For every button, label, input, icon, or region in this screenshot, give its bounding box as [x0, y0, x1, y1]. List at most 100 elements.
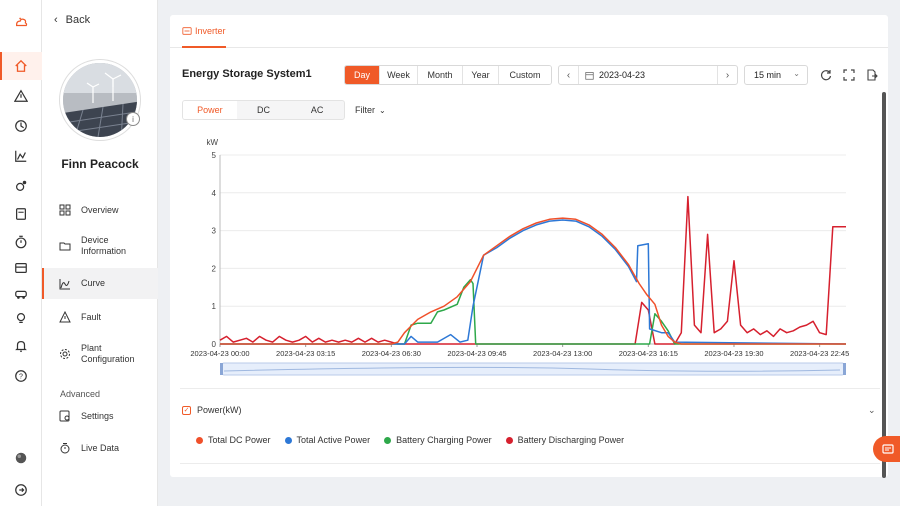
- brand-logo-icon: [0, 8, 42, 36]
- menu-item-live-data[interactable]: Live Data: [42, 438, 158, 458]
- back-button[interactable]: ‹ Back: [54, 14, 90, 26]
- icon-rail: ?: [0, 0, 42, 506]
- previous-date-button[interactable]: ‹: [559, 66, 579, 84]
- legend-marker: [196, 436, 203, 444]
- y-tick-label: 5: [212, 151, 217, 160]
- side-panel: ‹ Back i Finn Peacock Overview Device In…: [42, 0, 158, 506]
- y-tick-label: 4: [212, 189, 217, 198]
- menu-label: Plant Configuration: [81, 343, 135, 364]
- period-week-button[interactable]: Week: [380, 66, 418, 84]
- tab-inverter[interactable]: Inverter: [182, 15, 226, 48]
- timer-icon: [58, 441, 72, 455]
- x-tick-label: 2023-04-23 00:00: [190, 349, 249, 358]
- settings-icon: [58, 409, 72, 423]
- view-power-button[interactable]: Power: [183, 101, 237, 119]
- chart-icon[interactable]: [0, 142, 42, 170]
- legend-item-total-dc-power[interactable]: Total DC Power: [196, 435, 271, 445]
- plant-avatar: [60, 60, 140, 140]
- view-dc-button[interactable]: DC: [257, 105, 270, 115]
- y-tick-label: 0: [212, 340, 217, 349]
- legend-item-battery-discharging-power[interactable]: Battery Discharging Power: [505, 435, 625, 445]
- timer-icon[interactable]: [0, 228, 42, 256]
- bell-icon[interactable]: [0, 332, 42, 360]
- curve-icon: [58, 277, 72, 291]
- legend-label: Battery Charging Power: [396, 435, 492, 445]
- view-selector: Power DC AC: [182, 100, 345, 120]
- date-picker: ‹ 2023-04-23 ›: [558, 65, 738, 85]
- legend-label: Total DC Power: [208, 435, 271, 445]
- legend-marker: [505, 436, 513, 444]
- period-month-button[interactable]: Month: [418, 66, 463, 84]
- device-settings-icon[interactable]: [0, 172, 42, 200]
- filter-dropdown[interactable]: Filter ⌄: [355, 105, 386, 115]
- advanced-section-label: Advanced: [60, 389, 101, 399]
- legend-item-battery-charging-power[interactable]: Battery Charging Power: [384, 435, 492, 445]
- date-value: 2023-04-23: [599, 70, 646, 80]
- legend-item-total-active-power[interactable]: Total Active Power: [284, 435, 370, 445]
- y-axis-label: kW: [206, 138, 218, 147]
- export-button[interactable]: [864, 67, 880, 83]
- menu-item-overview[interactable]: Overview: [42, 200, 158, 220]
- vertical-scrollbar[interactable]: [882, 92, 886, 478]
- menu-item-settings[interactable]: Settings: [42, 406, 158, 426]
- calendar-icon: [585, 71, 594, 80]
- series-line-total-dc-power: [220, 217, 846, 345]
- divider: [180, 388, 880, 389]
- menu-item-curve[interactable]: Curve: [42, 268, 158, 299]
- fullscreen-icon: [843, 69, 855, 81]
- info-icon[interactable]: i: [126, 112, 140, 126]
- section-label: Power(kW): [197, 405, 242, 415]
- checkbox-icon: ✓: [182, 405, 191, 415]
- report-icon[interactable]: [0, 200, 42, 228]
- clock-icon[interactable]: [0, 112, 42, 140]
- plant-name: Finn Peacock: [61, 157, 139, 171]
- home-icon[interactable]: [0, 52, 42, 80]
- view-ac-button[interactable]: AC: [310, 105, 324, 115]
- menu-item-fault[interactable]: Fault: [42, 307, 158, 327]
- fullscreen-button[interactable]: [841, 67, 857, 83]
- filter-label: Filter: [355, 105, 375, 115]
- interval-select[interactable]: 15 min ⌄: [744, 65, 808, 85]
- system-title: Energy Storage System1: [182, 68, 312, 80]
- user-avatar-icon[interactable]: [0, 444, 42, 472]
- storage-icon[interactable]: [0, 254, 42, 282]
- period-year-button[interactable]: Year: [463, 66, 499, 84]
- refresh-button[interactable]: [818, 67, 834, 83]
- menu-label: Curve: [81, 278, 106, 288]
- feedback-button[interactable]: [873, 436, 900, 462]
- folder-icon: [58, 239, 72, 253]
- y-tick-label: 2: [212, 264, 217, 273]
- period-custom-button[interactable]: Custom: [499, 66, 551, 84]
- legend-label: Battery Discharging Power: [517, 435, 625, 445]
- period-day-button[interactable]: Day: [345, 66, 380, 84]
- x-tick-label: 2023-04-23 03:15: [276, 349, 335, 358]
- power-series-toggle[interactable]: ✓ Power(kW): [182, 405, 242, 415]
- menu-label: Device Information: [81, 235, 127, 256]
- menu-item-plant-configuration[interactable]: Plant Configuration: [42, 341, 158, 367]
- x-tick-label: 2023-04-23 06:30: [362, 349, 421, 358]
- x-tick-label: 2023-04-23 09:45: [447, 349, 506, 358]
- warning-icon: [58, 310, 72, 324]
- interval-value: 15 min: [754, 70, 782, 80]
- svg-text:?: ?: [19, 374, 23, 381]
- legend-marker: [284, 436, 292, 444]
- x-tick-label: 2023-04-23 19:30: [704, 349, 763, 358]
- vehicle-icon[interactable]: [0, 280, 42, 308]
- menu-item-device-information[interactable]: Device Information: [42, 233, 158, 259]
- feedback-icon: [882, 444, 894, 454]
- refresh-icon: [820, 70, 832, 81]
- logout-icon[interactable]: [0, 476, 42, 504]
- menu-label: Fault: [81, 311, 102, 322]
- alarm-icon[interactable]: [0, 82, 42, 110]
- series-line-battery-charging-power: [220, 278, 846, 345]
- grid-icon: [58, 203, 72, 217]
- chevron-down-icon[interactable]: ⌄: [868, 405, 876, 415]
- x-tick-label: 2023-04-23 13:00: [533, 349, 592, 358]
- bulb-icon[interactable]: [0, 304, 42, 332]
- date-field[interactable]: 2023-04-23: [579, 70, 645, 80]
- gear-icon: [58, 347, 72, 361]
- menu-label: Settings: [81, 410, 114, 421]
- x-tick-label: 2023-04-23 16:15: [619, 349, 678, 358]
- next-date-button[interactable]: ›: [717, 66, 737, 84]
- help-icon[interactable]: ?: [0, 362, 42, 390]
